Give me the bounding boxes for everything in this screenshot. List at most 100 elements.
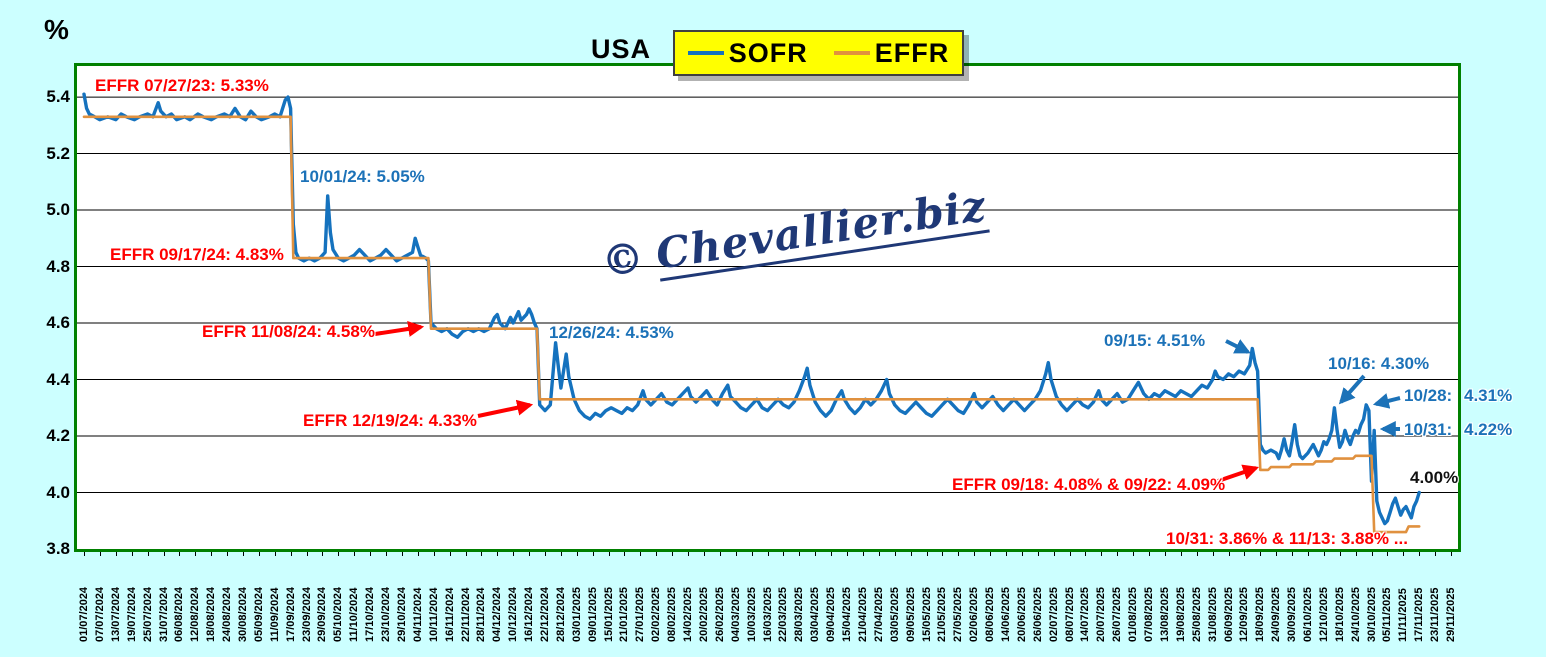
x-axis-tick — [815, 552, 817, 556]
x-axis-tick-label: 23/10/2024 — [380, 586, 392, 642]
x-axis-tick-label: 09/01/2025 — [586, 586, 599, 642]
x-axis-tick — [545, 552, 546, 556]
annotation-sofr-oct28-25: 10/28: — [1404, 386, 1453, 405]
x-axis-tick — [306, 552, 308, 556]
annotation-sofr-oct28-25-value: 4.31% — [1464, 386, 1513, 405]
x-axis-tick-label: 01/08/2025 — [1127, 586, 1140, 642]
annotation-sofr-latest: 4.00% — [1410, 468, 1459, 487]
x-axis-tick — [513, 552, 515, 556]
x-axis-tick — [1244, 552, 1246, 556]
x-axis-tick-label: 26/06/2025 — [1031, 586, 1044, 642]
x-axis-tick-label: 29/11/2025 — [1445, 587, 1457, 642]
x-axis-tick-label: 10/12/2024 — [507, 586, 520, 642]
annotation-effr-2023: EFFR 07/27/23: 5.33% — [95, 76, 269, 95]
x-axis-tick-label: 10/03/2025 — [745, 586, 758, 642]
x-axis-tick — [1117, 552, 1119, 556]
y-axis-tick-label: 5.2 — [46, 143, 70, 163]
x-axis-tick-label: 15/05/2025 — [920, 586, 933, 642]
x-axis-tick-label: 22/03/2025 — [777, 586, 790, 642]
x-axis-tick-label: 14/06/2025 — [999, 586, 1012, 642]
copyright-icon: © — [598, 231, 649, 287]
x-axis-tick — [1276, 552, 1278, 556]
x-axis-tick — [417, 552, 419, 556]
x-axis-tick-label: 03/04/2025 — [809, 586, 822, 642]
x-axis-tick-label: 04/03/2025 — [729, 586, 742, 642]
x-axis-tick — [560, 552, 562, 556]
x-axis-tick — [974, 552, 976, 556]
x-axis-tick-label: 13/07/2024 — [109, 586, 122, 642]
y-axis-tick-label: 4.0 — [46, 482, 70, 502]
effr-line-swatch-icon — [833, 51, 870, 55]
x-axis-tick — [831, 552, 833, 556]
legend-item-sofr: SOFR — [687, 38, 808, 69]
x-axis-tick-label: 12/08/2024 — [189, 586, 202, 642]
x-axis-tick — [1371, 552, 1373, 556]
x-axis-tick-label: 09/05/2025 — [904, 586, 917, 642]
annotation-sofr-sep15-25: 09/15: 4.51% — [1104, 331, 1206, 350]
x-axis-tick-label: 21/04/2025 — [856, 586, 869, 642]
x-axis-tick-label: 16/03/2025 — [761, 586, 774, 642]
x-axis-tick-label: 31/07/2024 — [157, 586, 170, 642]
x-axis-tick — [131, 552, 133, 556]
x-axis-tick — [227, 552, 229, 556]
x-axis-tick — [1149, 552, 1150, 556]
x-axis-tick-label: 21/05/2025 — [936, 586, 949, 642]
x-axis-tick — [433, 552, 435, 556]
x-axis-tick-label: 22/11/2024 — [459, 587, 472, 642]
x-axis-tick-label: 20/02/2025 — [697, 586, 710, 642]
x-axis-tick — [338, 552, 340, 556]
x-axis-tick-label: 22/12/2024 — [539, 586, 551, 642]
x-axis-tick-label: 11/09/2024 — [268, 587, 281, 642]
x-axis-tick — [1451, 552, 1452, 556]
x-axis-tick-label: 07/07/2024 — [93, 586, 106, 642]
x-axis-tick-label: 29/10/2024 — [395, 586, 408, 642]
x-axis-tick — [1403, 552, 1405, 556]
x-axis-tick-label: 08/02/2025 — [666, 586, 679, 642]
x-axis-tick-label: 05/09/2024 — [252, 586, 265, 642]
sofr-line-swatch-icon — [687, 51, 724, 55]
legend-item-effr: EFFR — [833, 38, 950, 69]
annotation-effr-sep18-25: EFFR 09/18: 4.08% & 09/22: 4.09% — [952, 475, 1226, 494]
x-axis-tick-label: 12/10/2025 — [1317, 586, 1330, 642]
x-axis-tick-label: 17/10/2024 — [364, 586, 377, 642]
x-axis-tick — [290, 552, 292, 556]
annotation-effr-dec19-24: EFFR 12/19/24: 4.33% — [303, 411, 477, 430]
annotation-effr-nov8-24: EFFR 11/08/24: 4.58% — [202, 322, 375, 341]
x-axis-tick — [1339, 552, 1341, 556]
x-axis-tick — [1053, 552, 1055, 556]
x-axis-tick — [942, 552, 944, 556]
plot-area — [74, 63, 1461, 552]
x-axis-tick-label: 13/08/2025 — [1158, 586, 1171, 642]
x-axis-tick-label: 02/02/2025 — [650, 586, 663, 642]
x-axis-tick-label: 27/05/2025 — [952, 586, 965, 642]
x-axis-tick-label: 18/08/2024 — [205, 586, 218, 642]
annotation-effr-oct31-25: 10/31: 3.86% & 11/13: 3.88% ... — [1166, 529, 1408, 548]
x-axis-tick-label: 19/08/2025 — [1174, 586, 1187, 642]
x-axis-tick-label: 10/11/2024 — [427, 587, 440, 642]
x-axis-tick — [84, 552, 85, 556]
x-axis-tick — [449, 552, 451, 556]
x-axis-tick-label: 26/02/2025 — [713, 586, 726, 642]
x-axis-tick-label: 12/09/2025 — [1238, 586, 1251, 642]
x-axis-tick — [672, 552, 674, 556]
x-axis-tick-label: 05/11/2025 — [1381, 587, 1394, 642]
x-axis-tick-label: 17/09/2024 — [284, 586, 297, 642]
y-axis-tick-label: 4.6 — [46, 313, 70, 333]
x-axis-tick-label: 21/01/2025 — [618, 586, 631, 642]
annotation-sofr-oct31-25: 10/31: — [1404, 420, 1453, 439]
y-axis-tick-label: 5.0 — [46, 200, 70, 220]
x-axis-tick — [862, 552, 864, 556]
x-axis-tick — [497, 552, 499, 556]
x-axis-tick — [147, 552, 149, 556]
x-axis-tick — [179, 552, 181, 556]
x-axis-tick — [1323, 552, 1325, 556]
x-axis-tick — [847, 552, 848, 556]
x-axis-tick — [258, 552, 260, 556]
y-axis-unit-label: % — [44, 14, 69, 45]
x-axis-tick-label: 09/04/2025 — [825, 586, 838, 642]
x-axis-tick-label: 15/04/2025 — [841, 586, 853, 642]
y-axis-tick-label: 4.4 — [46, 369, 70, 389]
x-axis-tick — [322, 552, 324, 556]
annotation-sofr-oct16-25: 10/16: 4.30% — [1328, 354, 1430, 373]
